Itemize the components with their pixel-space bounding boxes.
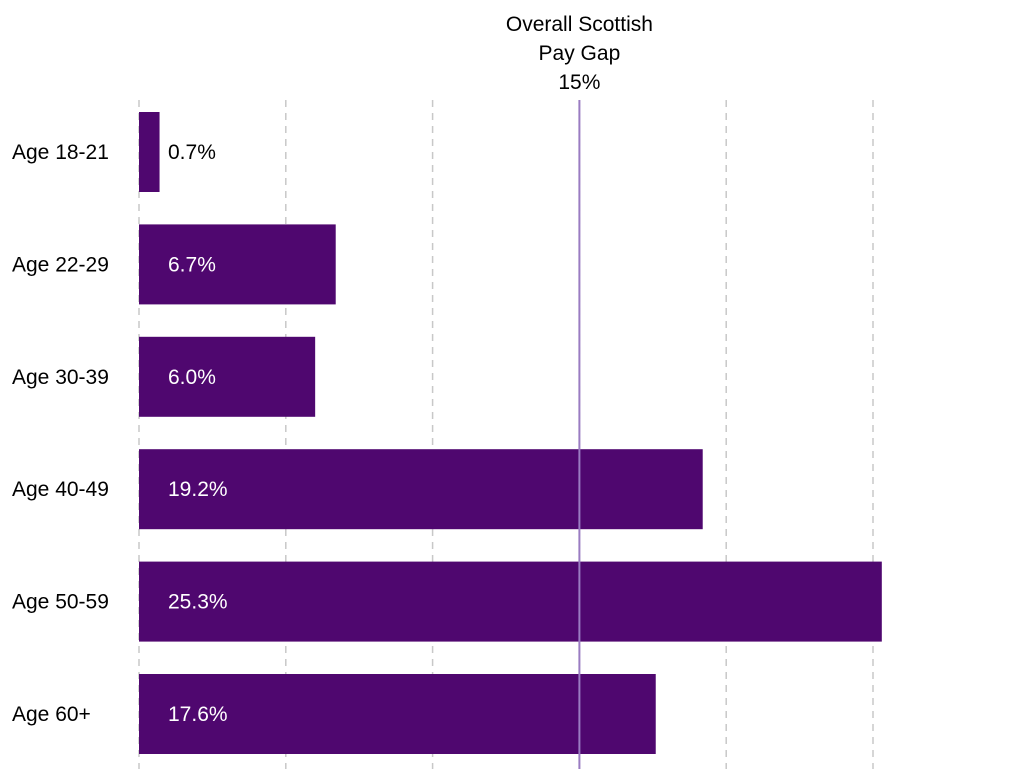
reference-line-label-line-1: Overall Scottish [506, 13, 653, 36]
bar-4 [139, 449, 703, 530]
reference-line-label-line-3: 15% [558, 71, 600, 94]
gridlines [138, 100, 874, 769]
bar-6 [139, 674, 656, 754]
category-label-1: Age 18-21 [12, 141, 109, 164]
data-label-5: 25.3% [168, 591, 228, 614]
data-label-4: 19.2% [168, 478, 228, 501]
reference-line-label: Overall Scottish Pay Gap 15% [506, 13, 653, 94]
category-label-4: Age 40-49 [12, 478, 109, 501]
reference-line-group: Overall Scottish Pay Gap 15% [506, 13, 653, 769]
reference-line-label-line-2: Pay Gap [539, 42, 621, 65]
bar-5 [139, 561, 882, 642]
bar-2 [139, 224, 336, 305]
data-label-2: 6.7% [168, 253, 216, 276]
bar-1 [139, 112, 160, 192]
bar-3 [139, 336, 316, 417]
data-label-1: 0.7% [168, 141, 216, 164]
category-label-5: Age 50-59 [12, 591, 109, 614]
category-label-3: Age 30-39 [12, 366, 109, 389]
category-label-6: Age 60+ [12, 703, 91, 726]
data-label-3: 6.0% [168, 366, 216, 389]
data-labels: 0.7% 6.7% 6.0% 19.2% 25.3% 17.6% [168, 141, 228, 726]
data-label-6: 17.6% [168, 703, 228, 726]
bars [139, 112, 882, 754]
category-label-2: Age 22-29 [12, 253, 109, 276]
category-labels: Age 18-21 Age 22-29 Age 30-39 Age 40-49 Age … [12, 141, 109, 726]
